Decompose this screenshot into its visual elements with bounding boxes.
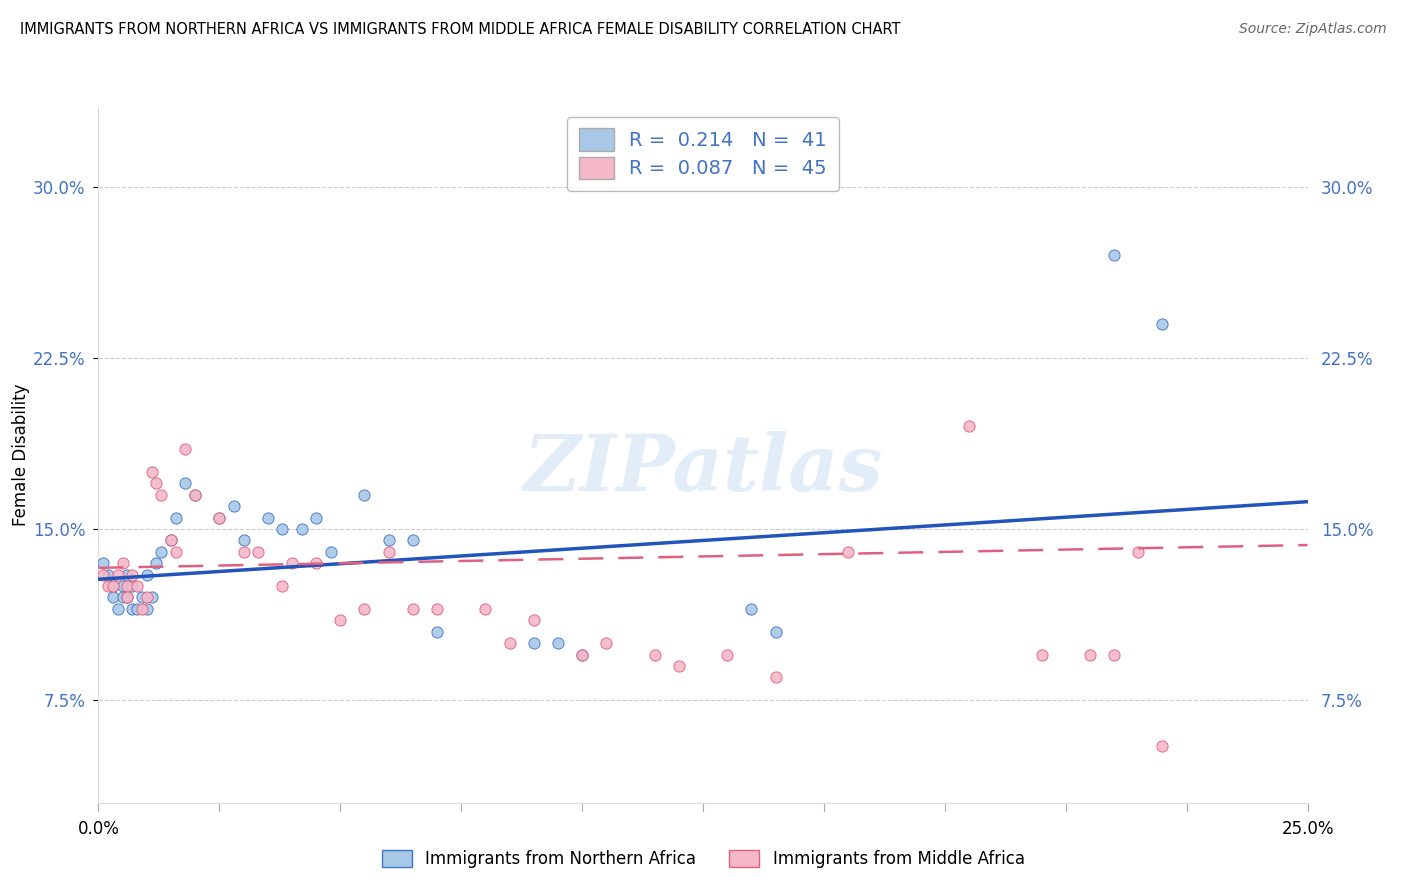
Point — [91, 567, 114, 582]
Point — [174, 442, 197, 457]
Point — [184, 488, 207, 502]
Point — [1152, 739, 1174, 753]
Point — [523, 636, 546, 650]
Text: 25.0%: 25.0% — [1281, 820, 1334, 838]
Point — [740, 602, 762, 616]
Point — [131, 591, 153, 605]
Point — [121, 567, 143, 582]
Point — [135, 567, 157, 582]
Point — [97, 579, 120, 593]
Point — [353, 602, 375, 616]
Point — [1031, 648, 1053, 662]
Legend: R =  0.214   N =  41, R =  0.087   N =  45: R = 0.214 N = 41, R = 0.087 N = 45 — [567, 117, 839, 191]
Point — [957, 419, 980, 434]
Point — [232, 545, 254, 559]
Point — [595, 636, 617, 650]
Point — [271, 522, 294, 536]
Point — [131, 602, 153, 616]
Point — [247, 545, 270, 559]
Point — [160, 533, 183, 548]
Point — [117, 591, 139, 605]
Point — [523, 613, 546, 627]
Y-axis label: Female Disability: Female Disability — [13, 384, 31, 526]
Point — [150, 545, 173, 559]
Point — [271, 579, 294, 593]
Point — [135, 602, 157, 616]
Point — [127, 602, 149, 616]
Text: 0.0%: 0.0% — [77, 820, 120, 838]
Point — [127, 579, 149, 593]
Point — [290, 522, 312, 536]
Point — [174, 476, 197, 491]
Point — [208, 510, 231, 524]
Point — [145, 556, 167, 570]
Point — [141, 465, 163, 479]
Point — [135, 591, 157, 605]
Point — [256, 510, 278, 524]
Point — [716, 648, 738, 662]
Point — [111, 556, 134, 570]
Point — [107, 567, 129, 582]
Point — [121, 579, 143, 593]
Point — [111, 579, 134, 593]
Point — [426, 602, 449, 616]
Point — [121, 602, 143, 616]
Point — [1152, 317, 1174, 331]
Point — [141, 591, 163, 605]
Point — [117, 591, 139, 605]
Point — [305, 556, 328, 570]
Point — [319, 545, 342, 559]
Point — [165, 510, 187, 524]
Point — [498, 636, 520, 650]
Point — [402, 602, 425, 616]
Point — [765, 670, 787, 684]
Point — [150, 488, 173, 502]
Point — [377, 545, 399, 559]
Point — [101, 579, 124, 593]
Point — [117, 579, 139, 593]
Point — [107, 602, 129, 616]
Point — [165, 545, 187, 559]
Point — [474, 602, 496, 616]
Point — [377, 533, 399, 548]
Point — [547, 636, 569, 650]
Point — [184, 488, 207, 502]
Point — [1128, 545, 1150, 559]
Point — [426, 624, 449, 639]
Text: ZIPatlas: ZIPatlas — [523, 431, 883, 507]
Point — [111, 591, 134, 605]
Point — [305, 510, 328, 524]
Legend: Immigrants from Northern Africa, Immigrants from Middle Africa: Immigrants from Northern Africa, Immigra… — [375, 843, 1031, 875]
Point — [117, 567, 139, 582]
Point — [765, 624, 787, 639]
Point — [91, 556, 114, 570]
Point — [1102, 648, 1125, 662]
Point — [571, 648, 593, 662]
Point — [837, 545, 859, 559]
Point — [329, 613, 352, 627]
Text: IMMIGRANTS FROM NORTHERN AFRICA VS IMMIGRANTS FROM MIDDLE AFRICA FEMALE DISABILI: IMMIGRANTS FROM NORTHERN AFRICA VS IMMIG… — [20, 22, 900, 37]
Point — [160, 533, 183, 548]
Text: Source: ZipAtlas.com: Source: ZipAtlas.com — [1239, 22, 1386, 37]
Point — [1102, 248, 1125, 262]
Point — [571, 648, 593, 662]
Point — [353, 488, 375, 502]
Point — [281, 556, 304, 570]
Point — [97, 567, 120, 582]
Point — [668, 659, 690, 673]
Point — [644, 648, 666, 662]
Point — [208, 510, 231, 524]
Point — [1078, 648, 1101, 662]
Point — [101, 591, 124, 605]
Point — [222, 500, 245, 514]
Point — [402, 533, 425, 548]
Point — [145, 476, 167, 491]
Point — [101, 579, 124, 593]
Point — [232, 533, 254, 548]
